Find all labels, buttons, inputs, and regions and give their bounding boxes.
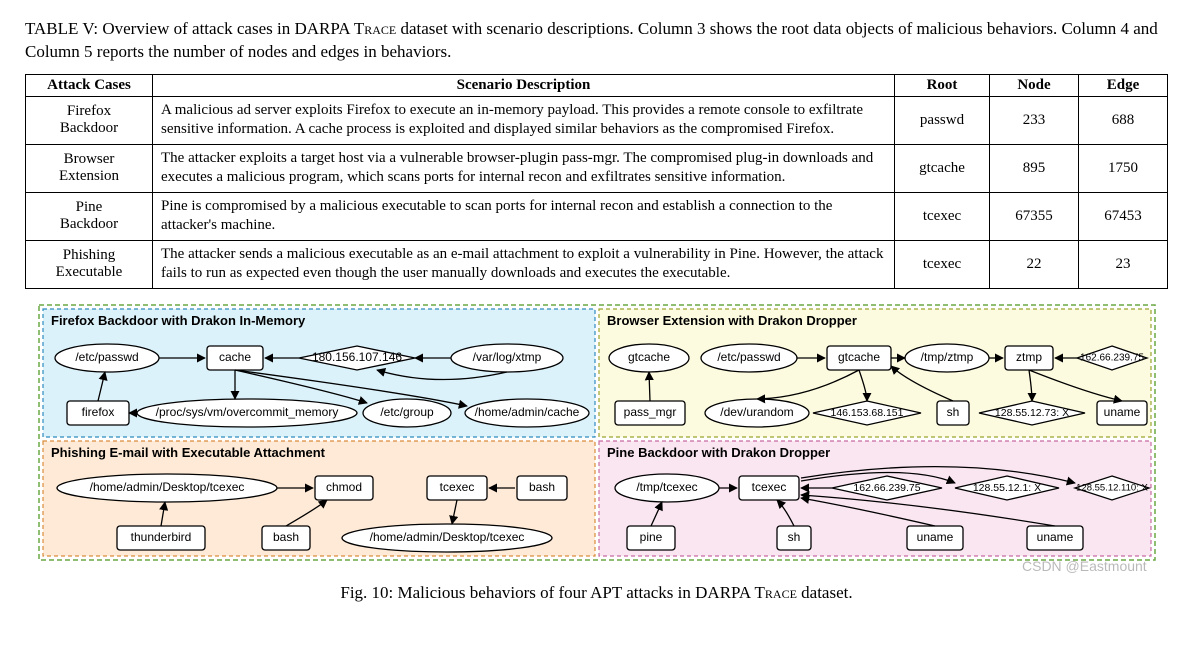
edge-cell: 23 bbox=[1079, 240, 1168, 288]
node-label: pass_mgr bbox=[623, 405, 676, 419]
node-label: cache bbox=[218, 350, 250, 364]
desc-cell: The attacker sends a malicious executabl… bbox=[153, 240, 895, 288]
node-label: 180.156.107.146 bbox=[311, 350, 401, 364]
table-row: PhishingExecutable The attacker sends a … bbox=[26, 240, 1168, 288]
desc-cell: The attacker exploits a target host via … bbox=[153, 144, 895, 192]
node-label: 128.55.12.110: X bbox=[1076, 482, 1148, 493]
panel-pine-title: Pine Backdoor with Drakon Dropper bbox=[607, 445, 830, 460]
node-label: /home/admin/Desktop/tcexec bbox=[89, 480, 244, 494]
node-label: 162.66.239.75 bbox=[1080, 353, 1144, 364]
node-label: tcexec bbox=[439, 480, 474, 494]
node-label: 162.66.239.75 bbox=[853, 482, 920, 494]
caption-part-b: Trace bbox=[354, 19, 396, 38]
node-label: /proc/sys/vm/overcommit_memory bbox=[155, 405, 338, 419]
node-label: 128.55.12.1: X bbox=[972, 482, 1040, 494]
root-cell: passwd bbox=[895, 96, 990, 144]
node-label: 128.55.12.73: X bbox=[994, 407, 1068, 419]
root-cell: tcexec bbox=[895, 240, 990, 288]
case-label: Phishing bbox=[63, 247, 116, 263]
node-label: sh bbox=[787, 530, 800, 544]
panel-browser-title: Browser Extension with Drakon Dropper bbox=[607, 313, 857, 328]
col-node: Node bbox=[990, 74, 1079, 96]
desc-cell: Pine is compromised by a malicious execu… bbox=[153, 192, 895, 240]
node-label: chmod bbox=[325, 480, 361, 494]
node-label: /etc/passwd bbox=[717, 350, 780, 364]
root-cell: tcexec bbox=[895, 192, 990, 240]
case-label: Backdoor bbox=[60, 120, 118, 136]
figure-10-diagram: Firefox Backdoor with Drakon In-Memory B… bbox=[25, 303, 1168, 573]
attack-cases-table: Attack Cases Scenario Description Root N… bbox=[25, 74, 1168, 289]
col-root: Root bbox=[895, 74, 990, 96]
node-label: pine bbox=[639, 530, 662, 544]
case-label: Browser bbox=[64, 151, 115, 167]
col-edge: Edge bbox=[1079, 74, 1168, 96]
case-label: Backdoor bbox=[60, 216, 118, 232]
node-label: /etc/group bbox=[380, 405, 434, 419]
node-label: 146.153.68.151 bbox=[830, 407, 903, 419]
table-row: BrowserExtension The attacker exploits a… bbox=[26, 144, 1168, 192]
table-row: PineBackdoor Pine is compromised by a ma… bbox=[26, 192, 1168, 240]
node-label: /home/admin/Desktop/tcexec bbox=[369, 530, 524, 544]
node-label: bash bbox=[272, 530, 298, 544]
edge-cell: 688 bbox=[1079, 96, 1168, 144]
caption-part-a: TABLE V: Overview of attack cases in DAR… bbox=[25, 19, 354, 38]
case-label: Executable bbox=[56, 264, 123, 280]
node-label: tcexec bbox=[751, 480, 786, 494]
node-label: firefox bbox=[81, 405, 114, 419]
col-attack-cases: Attack Cases bbox=[26, 74, 153, 96]
case-label: Pine bbox=[76, 199, 103, 215]
fig-caption-a: Fig. 10: Malicious behaviors of four APT… bbox=[340, 583, 754, 602]
node-label: ztmp bbox=[1015, 350, 1041, 364]
table-row: FirefoxBackdoor A malicious ad server ex… bbox=[26, 96, 1168, 144]
node-label: uname bbox=[916, 530, 953, 544]
node-label: /etc/passwd bbox=[75, 350, 138, 364]
node-label: uname bbox=[1103, 405, 1140, 419]
node-label: uname bbox=[1036, 530, 1073, 544]
node-label: sh bbox=[946, 405, 959, 419]
node-label: /tmp/tcexec bbox=[636, 480, 697, 494]
case-label: Firefox bbox=[67, 103, 111, 119]
node-label: gtcache bbox=[627, 350, 669, 364]
node-label: /var/log/xtmp bbox=[472, 350, 541, 364]
node-cell: 67355 bbox=[990, 192, 1079, 240]
node-cell: 22 bbox=[990, 240, 1079, 288]
case-label: Extension bbox=[59, 168, 119, 184]
fig-caption-b: Trace bbox=[755, 583, 797, 602]
col-scenario: Scenario Description bbox=[153, 74, 895, 96]
fig-caption-c: dataset. bbox=[797, 583, 853, 602]
node-cell: 895 bbox=[990, 144, 1079, 192]
watermark: CSDN @Eastmount bbox=[1022, 558, 1147, 573]
figure-caption: Fig. 10: Malicious behaviors of four APT… bbox=[25, 583, 1168, 603]
table-caption: TABLE V: Overview of attack cases in DAR… bbox=[25, 18, 1168, 64]
node-label: /tmp/ztmp bbox=[920, 350, 973, 364]
node-label: /home/admin/cache bbox=[474, 405, 579, 419]
node-label: thunderbird bbox=[130, 530, 191, 544]
panel-firefox-title: Firefox Backdoor with Drakon In-Memory bbox=[51, 313, 306, 328]
desc-cell: A malicious ad server exploits Firefox t… bbox=[153, 96, 895, 144]
edge-cell: 67453 bbox=[1079, 192, 1168, 240]
panel-phishing-title: Phishing E-mail with Executable Attachme… bbox=[51, 445, 326, 460]
node-cell: 233 bbox=[990, 96, 1079, 144]
root-cell: gtcache bbox=[895, 144, 990, 192]
node-label: gtcache bbox=[837, 350, 879, 364]
node-label: /dev/urandom bbox=[720, 405, 793, 419]
node-label: bash bbox=[528, 480, 554, 494]
edge-cell: 1750 bbox=[1079, 144, 1168, 192]
